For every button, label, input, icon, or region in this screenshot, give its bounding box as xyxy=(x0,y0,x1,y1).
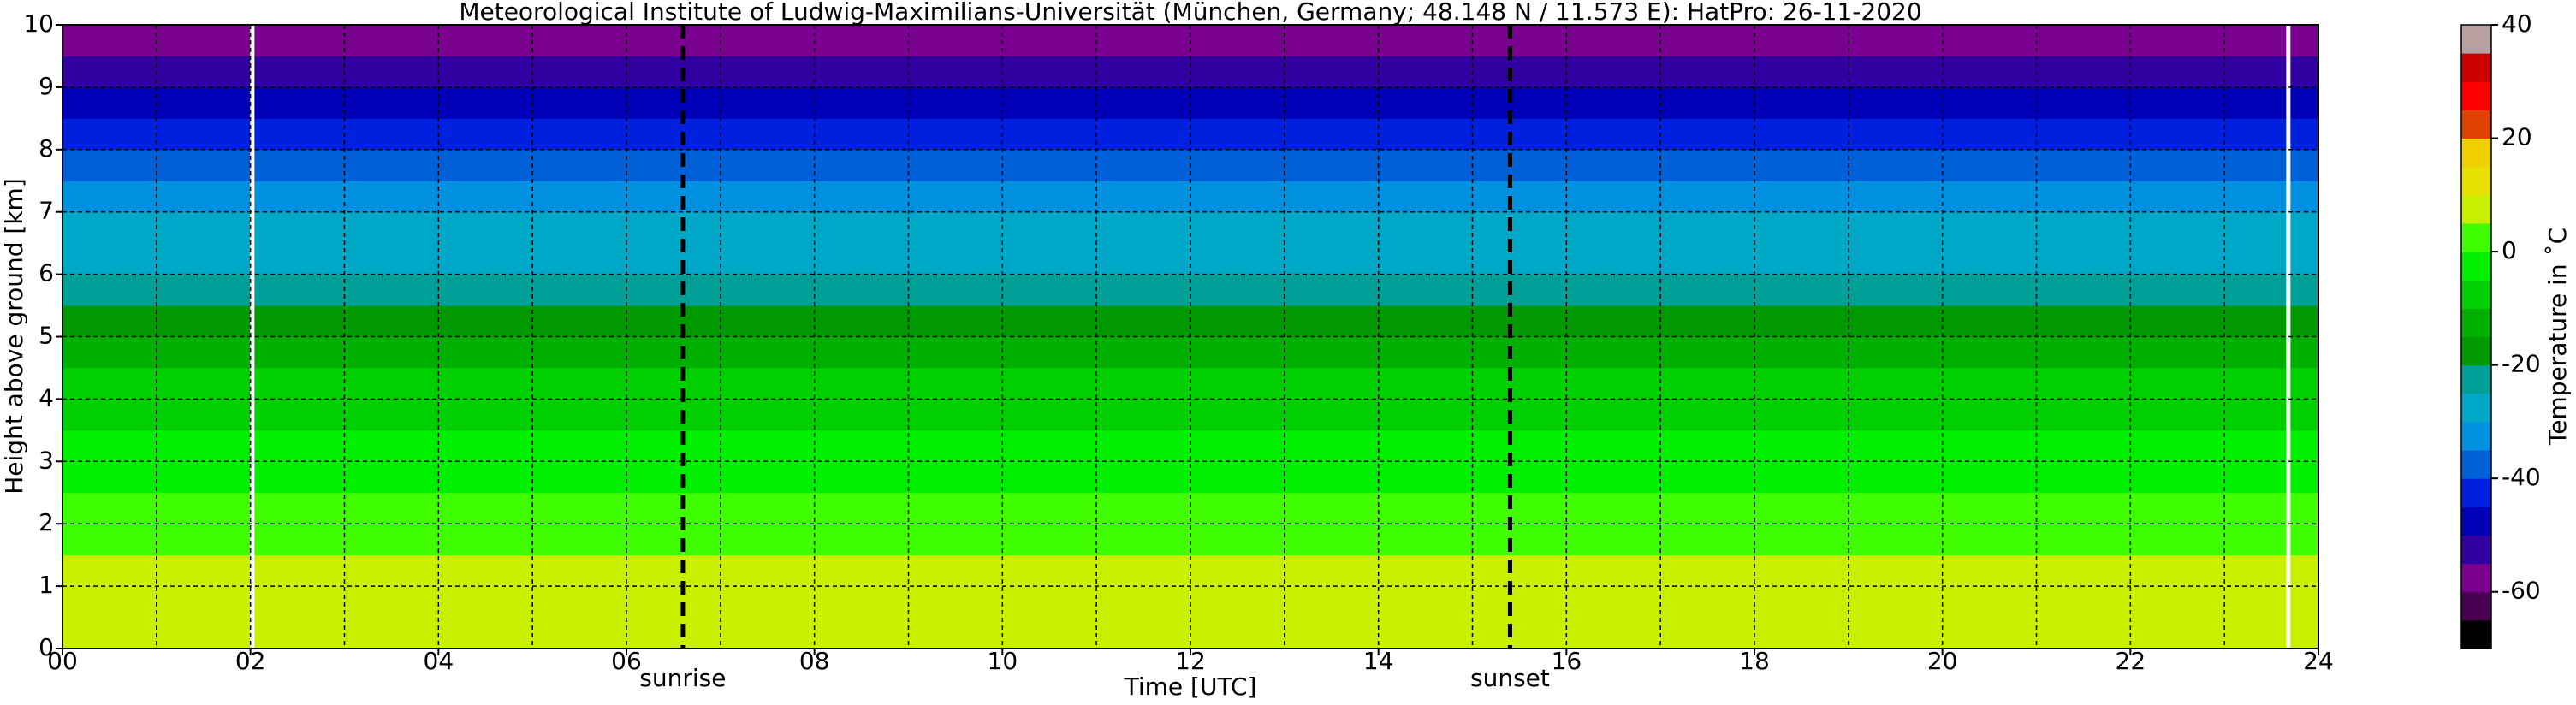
x-tick-label: 04 xyxy=(424,647,454,675)
x-tick-label: 24 xyxy=(2303,647,2334,675)
y-tick-label: 3 xyxy=(39,446,54,474)
colorbar-segment xyxy=(2461,619,2491,649)
colorbar-segment xyxy=(2461,110,2491,139)
colorbar-segment xyxy=(2461,138,2491,168)
x-tick-label: 10 xyxy=(988,647,1018,675)
x-tick-label: 18 xyxy=(1739,647,1770,675)
x-tick-label: 02 xyxy=(235,647,266,675)
annotation-label: sunset xyxy=(1470,664,1550,692)
colorbar-tick-label: -20 xyxy=(2502,350,2541,378)
y-tick-label: 5 xyxy=(39,322,54,350)
y-tick-label: 4 xyxy=(39,383,54,412)
colorbar-tick-label: 20 xyxy=(2502,123,2532,151)
chart-title: Meteorological Institute of Ludwig-Maxim… xyxy=(459,0,1921,26)
colorbar-segment xyxy=(2461,591,2491,621)
y-tick-label: 1 xyxy=(39,571,54,599)
colorbar-segment xyxy=(2461,421,2491,451)
colorbar-segment xyxy=(2461,25,2491,54)
colorbar-segment xyxy=(2461,450,2491,479)
x-tick-label: 20 xyxy=(1927,647,1958,675)
x-tick-label: 12 xyxy=(1175,647,1206,675)
y-tick-label: 7 xyxy=(39,197,54,225)
y-tick-label: 10 xyxy=(23,9,54,38)
colorbar-frame xyxy=(2460,24,2492,649)
colorbar-segment xyxy=(2461,81,2491,110)
x-tick-label: 08 xyxy=(799,647,830,675)
colorbar-label: Temperature in ˚C xyxy=(2543,228,2572,446)
colorbar-tick-label: -40 xyxy=(2502,463,2541,491)
colorbar-segment xyxy=(2461,393,2491,423)
annotation-label: sunrise xyxy=(639,664,726,692)
colorbar-segment xyxy=(2461,563,2491,593)
colorbar-segment xyxy=(2461,308,2491,337)
y-axis-label: Height above ground [km] xyxy=(0,178,28,495)
y-tick-label: 2 xyxy=(39,508,54,536)
colorbar-segment xyxy=(2461,53,2491,82)
colorbar-tick-label: 0 xyxy=(2502,236,2517,264)
y-tick-label: 8 xyxy=(39,134,54,163)
x-tick-label: 22 xyxy=(2116,647,2146,675)
colorbar-segment xyxy=(2461,535,2491,565)
y-tick-label: 0 xyxy=(39,633,54,661)
colorbar-segment xyxy=(2461,166,2491,196)
colorbar-segment xyxy=(2461,478,2491,507)
colorbar-segment xyxy=(2461,364,2491,394)
x-tick-label: 06 xyxy=(611,647,642,675)
colorbar-tick-label: -60 xyxy=(2502,577,2541,605)
colorbar-segment xyxy=(2461,507,2491,536)
y-tick-label: 9 xyxy=(39,72,54,100)
colorbar-segment xyxy=(2461,252,2491,281)
plot-frame xyxy=(62,24,2319,649)
x-tick-label: 16 xyxy=(1552,647,1582,675)
colorbar-segment xyxy=(2461,280,2491,309)
y-tick-label: 6 xyxy=(39,259,54,287)
x-axis-label: Time [UTC] xyxy=(1124,672,1257,701)
colorbar-segment xyxy=(2461,222,2491,252)
colorbar-segment xyxy=(2461,194,2491,224)
x-tick-label: 00 xyxy=(47,647,78,675)
x-tick-label: 14 xyxy=(1363,647,1394,675)
colorbar-tick-label: 40 xyxy=(2502,9,2532,38)
colorbar-segment xyxy=(2461,336,2491,366)
